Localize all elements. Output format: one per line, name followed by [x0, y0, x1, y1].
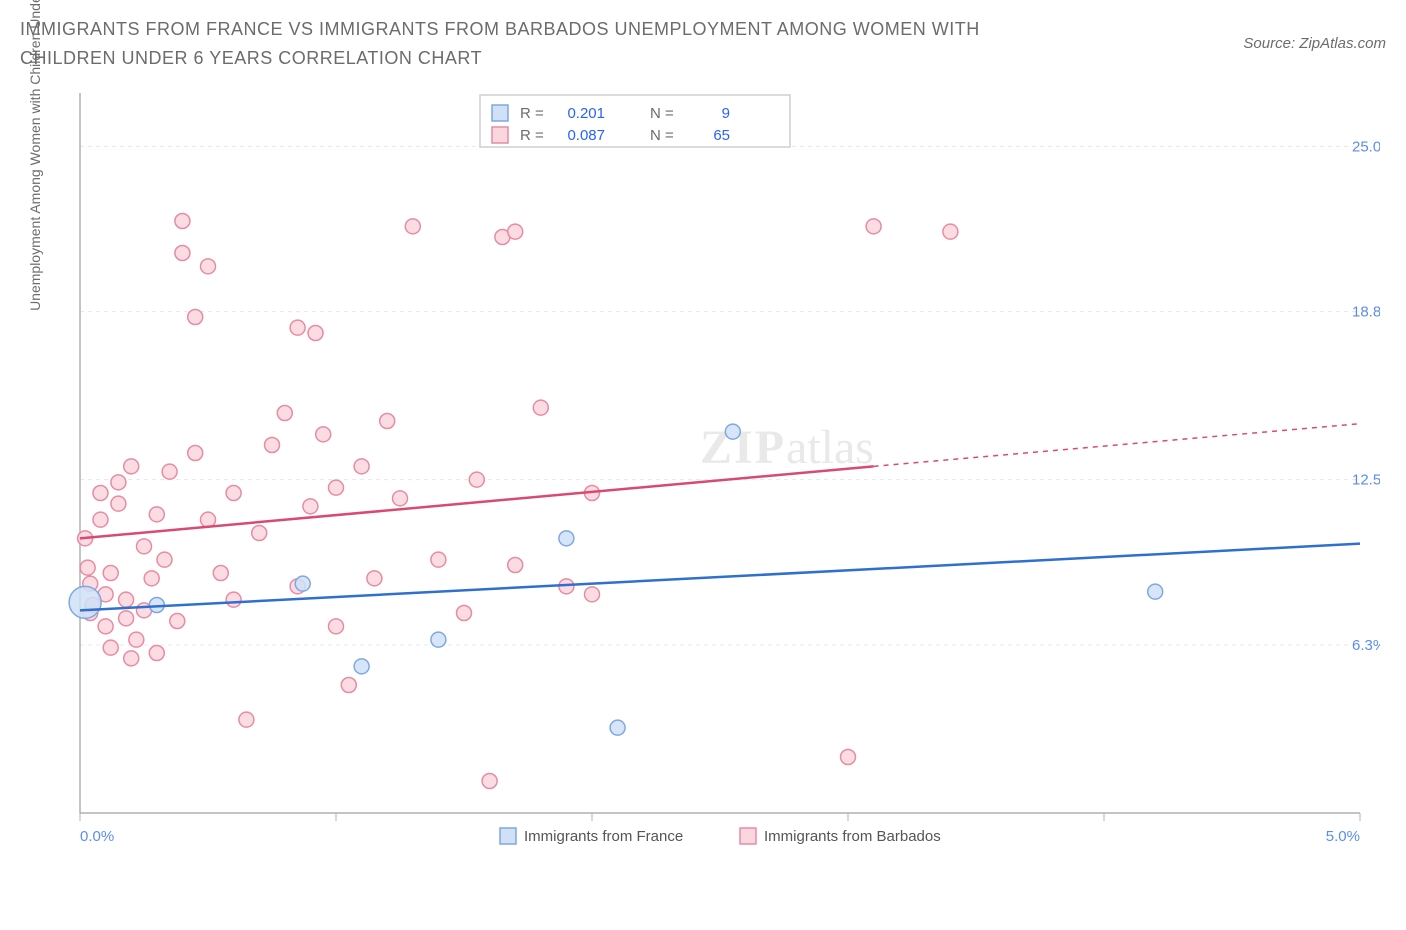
data-point: [119, 592, 134, 607]
data-point: [508, 557, 523, 572]
legend-series-label: Immigrants from France: [524, 828, 683, 845]
data-point: [226, 485, 241, 500]
legend-stats: R = 0.201 N = 9 R = 0.087 N = 65: [480, 95, 790, 147]
chart-container: Unemployment Among Women with Children U…: [60, 83, 1386, 893]
data-point: [175, 213, 190, 228]
data-point: [124, 458, 139, 473]
data-point: [103, 640, 118, 655]
legend-swatch: [492, 105, 508, 121]
data-point: [559, 530, 574, 545]
chart-title: IMMIGRANTS FROM FRANCE VS IMMIGRANTS FRO…: [20, 15, 1080, 73]
data-point: [367, 570, 382, 585]
data-point: [295, 576, 310, 591]
legend-r-value: 0.201: [567, 105, 605, 122]
legend-r-value: 0.087: [567, 127, 605, 144]
data-point: [111, 474, 126, 489]
data-point: [329, 480, 344, 495]
y-tick-label: 6.3%: [1352, 637, 1380, 654]
data-point: [93, 485, 108, 500]
data-point: [111, 496, 126, 511]
data-point: [119, 610, 134, 625]
data-point: [303, 498, 318, 513]
data-point: [129, 632, 144, 647]
legend-r-label: R =: [520, 105, 544, 122]
data-point: [585, 586, 600, 601]
data-point: [308, 325, 323, 340]
data-point: [149, 506, 164, 521]
legend-n-label: N =: [650, 105, 674, 122]
y-tick-label: 12.5%: [1352, 471, 1380, 488]
data-point: [482, 773, 497, 788]
data-point: [188, 445, 203, 460]
scatter-chart: 6.3%12.5%18.8%25.0%0.0%5.0%ZIPatlasR =0.…: [60, 83, 1380, 893]
legend-n-value: 65: [713, 127, 730, 144]
data-point: [124, 650, 139, 665]
y-tick-label: 18.8%: [1352, 303, 1380, 320]
legend-n-value: 9: [722, 105, 730, 122]
data-point: [162, 464, 177, 479]
data-point: [380, 413, 395, 428]
data-point: [290, 320, 305, 335]
data-point: [943, 224, 958, 239]
data-point: [725, 424, 740, 439]
data-point: [329, 618, 344, 633]
data-point: [1148, 584, 1163, 599]
data-point: [239, 712, 254, 727]
trend-line-extrapolated: [874, 423, 1360, 466]
data-point: [213, 565, 228, 580]
x-tick-label: 5.0%: [1326, 828, 1360, 845]
data-point: [341, 677, 356, 692]
data-point: [175, 245, 190, 260]
data-point: [469, 472, 484, 487]
data-point: [69, 586, 101, 618]
chart-header: IMMIGRANTS FROM FRANCE VS IMMIGRANTS FRO…: [20, 15, 1386, 73]
data-point: [610, 720, 625, 735]
data-point: [103, 565, 118, 580]
legend-swatch: [492, 127, 508, 143]
legend-series-label: Immigrants from Barbados: [764, 828, 941, 845]
data-point: [354, 458, 369, 473]
y-axis-title: Unemployment Among Women with Children U…: [27, 0, 43, 311]
data-point: [405, 218, 420, 233]
data-point: [252, 525, 267, 540]
data-point: [137, 538, 152, 553]
data-point: [226, 592, 241, 607]
data-point: [188, 309, 203, 324]
legend-swatch: [740, 828, 756, 844]
legend-n-label: N =: [650, 127, 674, 144]
data-point: [393, 490, 408, 505]
data-point: [149, 645, 164, 660]
data-point: [170, 613, 185, 628]
data-point: [201, 512, 216, 527]
data-point: [431, 632, 446, 647]
data-point: [457, 605, 472, 620]
chart-source: Source: ZipAtlas.com: [1243, 15, 1386, 52]
data-point: [93, 512, 108, 527]
x-tick-label: 0.0%: [80, 828, 114, 845]
legend-swatch: [500, 828, 516, 844]
data-point: [316, 426, 331, 441]
data-point: [157, 552, 172, 567]
data-point: [98, 618, 113, 633]
data-point: [841, 749, 856, 764]
data-point: [201, 258, 216, 273]
data-point: [533, 400, 548, 415]
y-tick-label: 25.0%: [1352, 138, 1380, 155]
data-point: [431, 552, 446, 567]
data-point: [80, 560, 95, 575]
data-point: [265, 437, 280, 452]
data-point: [866, 218, 881, 233]
legend-series: Immigrants from France Immigrants from Ba…: [500, 828, 941, 845]
data-point: [354, 658, 369, 673]
data-point: [144, 570, 159, 585]
trend-line: [80, 543, 1360, 610]
data-point: [277, 405, 292, 420]
data-point: [508, 224, 523, 239]
legend-r-label: R =: [520, 127, 544, 144]
